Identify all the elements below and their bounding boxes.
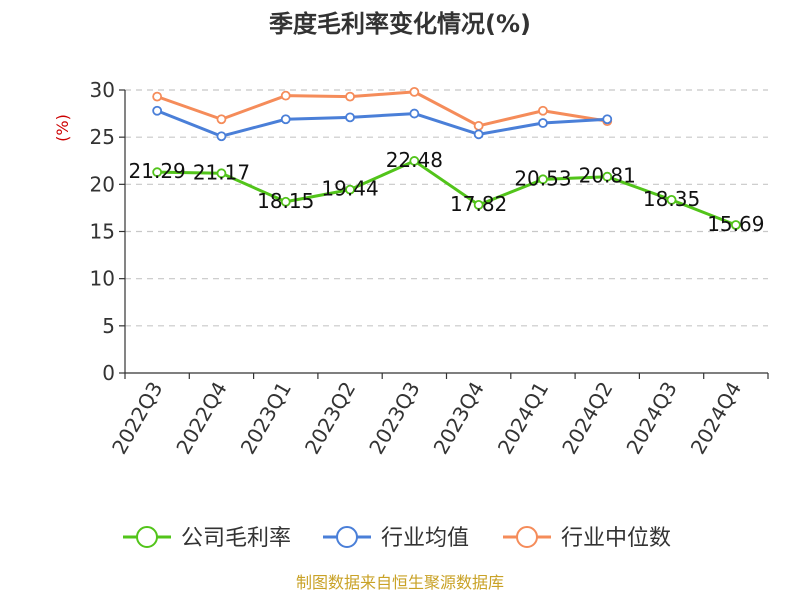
series-line (156, 109, 608, 138)
data-point (345, 91, 355, 102)
y-tick-label: 25 (90, 125, 115, 149)
data-point (602, 114, 613, 125)
data-point (409, 86, 420, 97)
data-label: 20.53 (514, 166, 571, 190)
data-label: 15.69 (707, 212, 764, 236)
series-line (156, 90, 608, 128)
series-lines (152, 86, 741, 230)
data-point (345, 112, 355, 123)
data-point (602, 171, 613, 182)
data-point (345, 184, 355, 195)
data-point (216, 131, 227, 142)
data-point (538, 174, 548, 185)
legend-item-2: 行业中位数 (503, 526, 671, 551)
data-point (473, 129, 484, 140)
data-label: 18.35 (643, 187, 700, 211)
y-tick-labels: 0 5 10 15 20 25 30 (90, 78, 115, 385)
data-point (216, 114, 227, 125)
data-point (280, 114, 291, 125)
legend-marker (516, 526, 538, 548)
data-point (538, 105, 548, 116)
x-tick-labels: 2022Q3 2022Q4 2023Q1 2023Q2 2023Q3 2023Q4 2024… (107, 378, 746, 459)
x-tick-label: 2023Q1 (236, 378, 296, 459)
x-tick-label: 2024Q1 (493, 378, 553, 459)
data-point (538, 118, 548, 128)
x-tick-label: 2024Q2 (557, 378, 617, 459)
data-point (152, 91, 163, 102)
x-tick-label: 2024Q4 (686, 378, 746, 459)
series-0 (152, 156, 741, 230)
data-point (152, 167, 163, 178)
y-axis-label: (%) (53, 114, 72, 142)
series-line (157, 159, 737, 227)
legend-item-1: 行业均值 (323, 526, 469, 551)
data-point (280, 196, 291, 207)
legend-item-0: 公司毛利率 (123, 526, 291, 551)
legend-label: 公司毛利率 (181, 526, 291, 551)
y-tick-label: 5 (102, 314, 115, 338)
data-point (730, 220, 741, 230)
x-tick-label: 2022Q3 (107, 378, 167, 459)
series-1 (152, 105, 613, 142)
data-point (152, 105, 163, 116)
data-label: 17.82 (450, 192, 507, 216)
data-label: 20.81 (579, 164, 636, 188)
x-tick-label: 2023Q2 (300, 378, 360, 459)
legend-marker (336, 526, 358, 548)
y-tick-label: 10 (90, 267, 115, 291)
source-note: 制图数据来自恒生聚源数据库 (296, 573, 504, 592)
data-point (409, 108, 420, 119)
legend-marker (136, 526, 158, 548)
y-tick-label: 30 (90, 78, 115, 102)
chart-title: 季度毛利率变化情况(%) (269, 10, 531, 38)
x-tick-label: 2024Q3 (621, 378, 681, 459)
data-label: 21.29 (129, 159, 186, 183)
data-point (280, 90, 291, 101)
data-point (473, 120, 484, 131)
x-tick-label: 2023Q3 (364, 378, 424, 459)
data-label: 19.44 (321, 177, 378, 201)
legend-label: 行业中位数 (561, 526, 671, 551)
x-tick-label: 2023Q4 (429, 378, 489, 459)
axes (119, 89, 769, 379)
data-label: 22.48 (386, 148, 443, 172)
data-label: 18.15 (257, 189, 314, 213)
data-point (216, 168, 227, 179)
data-label: 21.17 (193, 160, 250, 184)
legend: 公司毛利率 行业均值 行业中位数 (123, 526, 671, 551)
y-tick-label: 20 (90, 172, 115, 196)
legend-label: 行业均值 (381, 526, 469, 551)
data-point (666, 194, 677, 205)
y-tick-label: 15 (90, 220, 115, 244)
data-point (473, 199, 484, 210)
y-tick-label: 0 (102, 361, 115, 385)
data-labels: 21.29 21.17 18.15 19.44 22.48 17.82 20.53 20.81… (129, 148, 765, 236)
x-tick-label: 2022Q4 (171, 378, 231, 459)
data-point (409, 156, 420, 166)
